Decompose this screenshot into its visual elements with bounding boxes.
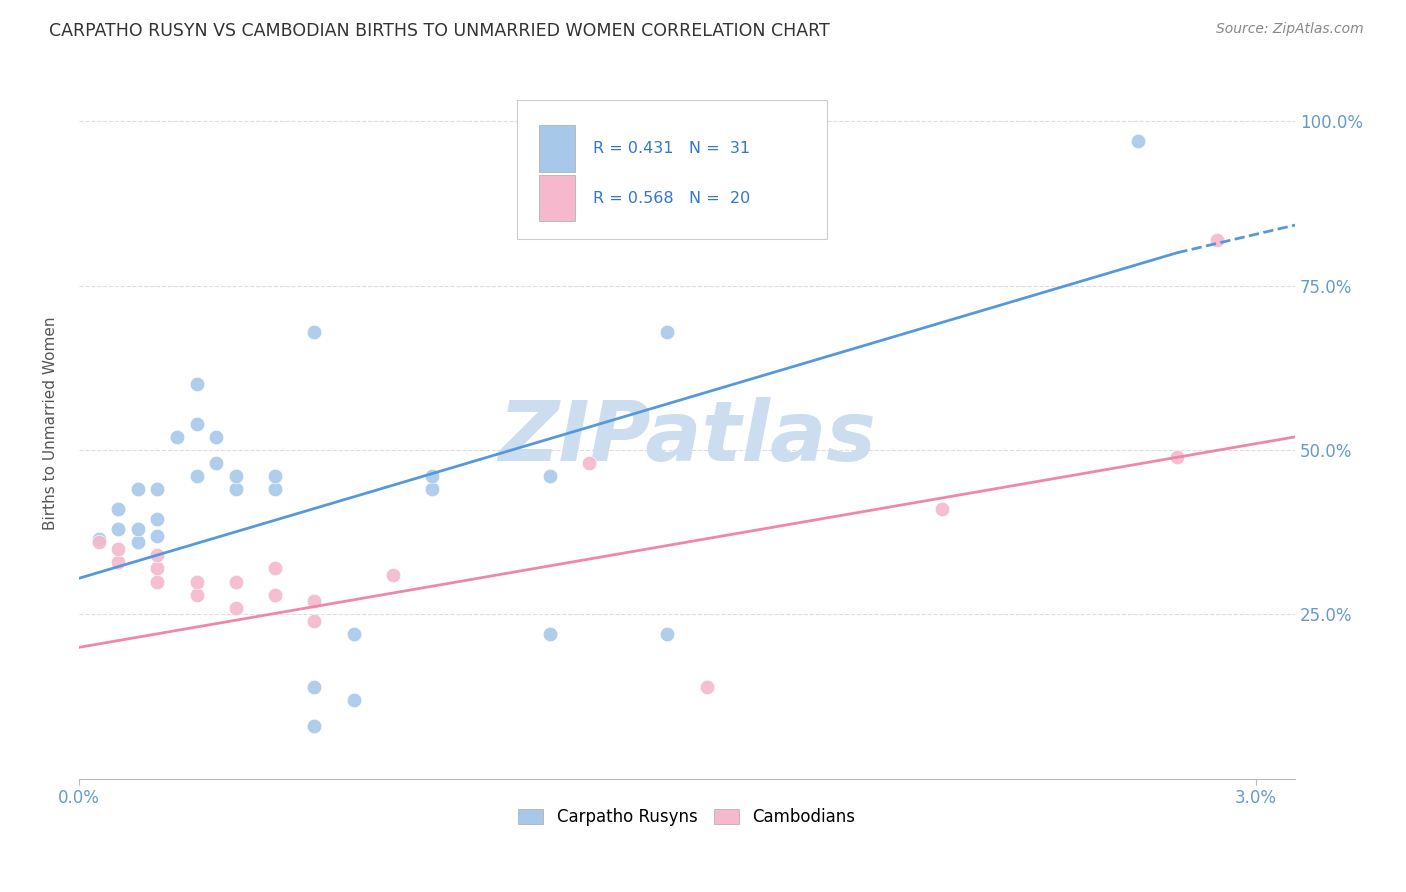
Point xyxy=(264,483,287,497)
Point xyxy=(186,377,208,392)
Point xyxy=(1126,134,1149,148)
Point xyxy=(381,568,404,582)
Point xyxy=(186,469,208,483)
Point xyxy=(127,535,149,549)
Point xyxy=(264,469,287,483)
Y-axis label: Births to Unmarried Women: Births to Unmarried Women xyxy=(44,317,58,531)
Point xyxy=(538,627,561,641)
Point xyxy=(107,541,129,556)
Text: CARPATHO RUSYN VS CAMBODIAN BIRTHS TO UNMARRIED WOMEN CORRELATION CHART: CARPATHO RUSYN VS CAMBODIAN BIRTHS TO UN… xyxy=(49,22,830,40)
Point xyxy=(264,588,287,602)
Point xyxy=(578,456,600,470)
Point xyxy=(107,502,129,516)
Point xyxy=(931,502,953,516)
FancyBboxPatch shape xyxy=(538,126,575,171)
Point xyxy=(342,627,364,641)
Point xyxy=(87,535,110,549)
Point xyxy=(166,430,188,444)
Point xyxy=(304,719,326,733)
Point xyxy=(127,483,149,497)
FancyBboxPatch shape xyxy=(517,101,827,239)
Point xyxy=(225,574,247,589)
Point xyxy=(304,614,326,628)
Point xyxy=(696,680,718,694)
Text: ZIPatlas: ZIPatlas xyxy=(498,398,876,478)
Point xyxy=(342,693,364,707)
Point xyxy=(186,417,208,431)
Point xyxy=(146,512,169,526)
Point xyxy=(107,555,129,569)
Point xyxy=(225,469,247,483)
Point xyxy=(304,325,326,339)
Point xyxy=(304,680,326,694)
FancyBboxPatch shape xyxy=(538,175,575,221)
Point xyxy=(304,594,326,608)
Point xyxy=(146,483,169,497)
Point xyxy=(127,522,149,536)
Text: R = 0.568   N =  20: R = 0.568 N = 20 xyxy=(593,191,751,206)
Point xyxy=(225,483,247,497)
Point xyxy=(87,532,110,546)
Point xyxy=(657,325,679,339)
Point xyxy=(205,456,228,470)
Legend: Carpatho Rusyns, Cambodians: Carpatho Rusyns, Cambodians xyxy=(510,800,863,835)
Point xyxy=(186,588,208,602)
Point xyxy=(1205,233,1227,247)
Point xyxy=(146,561,169,575)
Point xyxy=(420,483,443,497)
Point xyxy=(205,430,228,444)
Point xyxy=(146,549,169,563)
Point xyxy=(264,561,287,575)
Point xyxy=(538,469,561,483)
Point xyxy=(657,627,679,641)
Point xyxy=(146,574,169,589)
Point xyxy=(146,528,169,542)
Point xyxy=(107,522,129,536)
Point xyxy=(1166,450,1188,464)
Text: R = 0.431   N =  31: R = 0.431 N = 31 xyxy=(593,141,751,156)
Point xyxy=(420,469,443,483)
Point xyxy=(225,600,247,615)
Point xyxy=(186,574,208,589)
Text: Source: ZipAtlas.com: Source: ZipAtlas.com xyxy=(1216,22,1364,37)
